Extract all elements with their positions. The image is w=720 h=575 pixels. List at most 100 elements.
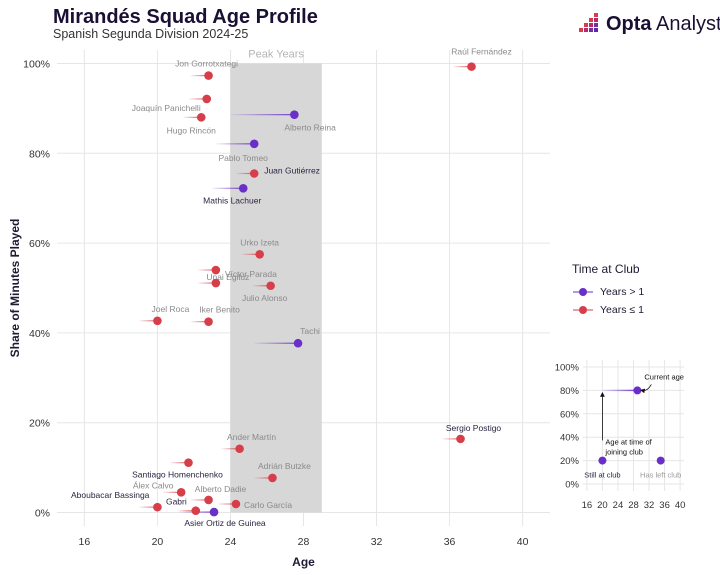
point-label-sergio-postigo: Sergio Postigo xyxy=(446,423,502,433)
tenure-tail-urko-izeta xyxy=(241,253,260,255)
inset-current-age-arrow xyxy=(640,384,652,394)
legend: Time at Club Years > 1 Years ≤ 1 xyxy=(572,262,644,319)
point-iker-benito xyxy=(204,317,213,326)
tenure-tail-alberto-dadie xyxy=(190,499,209,501)
point-label-carlo-garcia: Carlo García xyxy=(244,500,292,510)
point-label-joel-roca: Joel Roca xyxy=(152,304,190,314)
tenure-tail-carlo-garcia xyxy=(217,503,236,505)
y-tick-label: 20% xyxy=(29,418,50,430)
point-unai-egiluz xyxy=(211,265,221,275)
point-hugo-rincon xyxy=(196,113,206,122)
point-aboubacar-bassinga xyxy=(153,502,162,512)
x-tick-label: 32 xyxy=(371,536,383,548)
legend-swatch-over-one xyxy=(573,288,593,296)
tenure-tail-pablo-tomeo xyxy=(215,143,255,145)
point-ander-martin xyxy=(235,444,244,454)
point-raul-fernandez xyxy=(467,62,476,71)
point-joel-roca xyxy=(153,316,162,326)
point-label-unai-egiluz: Unai Egiluz xyxy=(206,272,249,282)
inset-left-label: Has left club xyxy=(640,471,681,480)
point-label-victor-parada: Víctor Parada xyxy=(225,269,277,279)
inset-x-tick-label: 36 xyxy=(659,500,670,511)
inset-y-tick-label: 0% xyxy=(565,479,579,490)
tenure-tail-aboubacar-bassinga xyxy=(139,506,158,508)
point-carlo-garcia xyxy=(231,499,241,509)
inset-example-tail xyxy=(602,389,638,392)
tenure-tail-gabri xyxy=(177,510,196,512)
peak-years-band xyxy=(230,63,322,513)
inset-y-tick-label: 100% xyxy=(555,363,580,374)
point-label-alberto-dadie: Alberto Dadie xyxy=(195,484,247,494)
point-label-tachi: Tachi xyxy=(300,326,320,336)
inset-still-point xyxy=(598,456,607,465)
tenure-tail-tachi xyxy=(254,342,299,344)
tenure-tail-julio-alonso xyxy=(252,285,271,287)
point-label-mathis-lachuer: Mathis Lachuer xyxy=(203,195,261,205)
tenure-tail-adrian-butzke xyxy=(254,477,273,479)
brand-name: Opta Analyst xyxy=(606,13,720,36)
y-tick-label: 60% xyxy=(29,238,50,250)
tenure-tail-iker-benito xyxy=(190,321,209,323)
tenure-tail-victor-parada xyxy=(197,282,216,284)
point-pablo-tomeo xyxy=(249,139,259,149)
brand-name-bold: Opta xyxy=(606,12,652,35)
y-tick-label: 40% xyxy=(29,328,50,340)
x-axis-title: Age xyxy=(292,555,315,569)
inset-y-tick-label: 40% xyxy=(560,433,580,444)
y-tick-label: 0% xyxy=(35,508,50,520)
tenure-tail-mathis-lachuer xyxy=(212,187,244,189)
point-label-iker-benito: Iker Benito xyxy=(199,305,240,315)
x-tick-label: 40 xyxy=(517,536,529,548)
point-label-urko-izeta: Urko Izeta xyxy=(240,237,279,247)
point-tachi xyxy=(293,338,303,348)
inset-left-point xyxy=(656,456,665,465)
point-sergio-postigo xyxy=(456,434,465,444)
tenure-tail-hugo-rincon xyxy=(182,116,202,118)
chart-title: Mirandés Squad Age Profile xyxy=(53,6,318,28)
point-label-adrian-butzke: Adrián Butzke xyxy=(258,461,311,471)
point-alberto-reina xyxy=(290,110,299,119)
brand-name-light: Analyst xyxy=(651,12,720,35)
point-adrian-butzke xyxy=(268,473,277,483)
point-label-raul-fernandez: Raúl Fernández xyxy=(451,47,511,57)
point-jon-gorrotxategi xyxy=(204,71,213,80)
inset-joining-label-line2: joining club xyxy=(604,447,643,456)
point-label-joaquin-panichelli: Joaquín Panichelli xyxy=(132,103,201,113)
tenure-tail-joel-roca xyxy=(139,320,158,322)
inset-still-label: Still at club xyxy=(584,471,620,480)
point-mathis-lachuer xyxy=(238,184,248,193)
inset-current-age-label: Current age xyxy=(644,372,684,381)
point-label-pablo-tomeo: Pablo Tomeo xyxy=(218,153,268,163)
tenure-tail-juan-gutierrez xyxy=(235,172,255,175)
point-label-santiago-homenchenko: Santiago Homenchenko xyxy=(132,470,223,480)
point-alberto-dadie xyxy=(204,495,213,505)
point-santiago-homenchenko xyxy=(184,458,193,467)
y-axis-title: Share of Minutes Played xyxy=(8,219,22,358)
tenure-tail-sergio-postigo xyxy=(442,438,461,440)
chart-subtitle: Spanish Segunda Division 2024-25 xyxy=(53,27,249,41)
x-tick-label: 20 xyxy=(152,536,164,548)
point-alex-calvo xyxy=(176,488,186,497)
point-label-jon-gorrotxategi: Jon Gorrotxategi xyxy=(175,59,238,69)
x-tick-label: 16 xyxy=(79,536,91,548)
y-tick-label: 100% xyxy=(23,58,50,70)
legend-label-under-one: Years ≤ 1 xyxy=(600,304,644,316)
inset-joining-label-line1: Age at time of xyxy=(605,437,652,446)
point-label-aboubacar-bassinga: Aboubacar Bassinga xyxy=(71,490,150,500)
tenure-tail-jon-gorrotxategi xyxy=(190,74,209,77)
legend-item-over-one: Years > 1 xyxy=(572,283,644,301)
legend-item-under-one: Years ≤ 1 xyxy=(572,301,644,319)
inset-x-tick-label: 24 xyxy=(613,500,624,511)
point-label-gabri: Gabri xyxy=(166,497,187,507)
inset-x-tick-label: 16 xyxy=(582,500,593,511)
point-label-alex-calvo: Álex Calvo xyxy=(133,480,174,490)
inset-example-point xyxy=(633,386,642,395)
point-label-julio-alonso: Julio Alonso xyxy=(242,293,288,303)
point-juan-gutierrez xyxy=(249,169,259,178)
point-gabri xyxy=(191,506,201,516)
x-tick-label: 36 xyxy=(444,536,456,548)
tenure-tail-santiago-homenchenko xyxy=(170,462,189,464)
inset-explainer-chart: 16 20 24 28 32 36 40 0% 20% 40% 60% 80% 100% Current … xyxy=(555,360,685,511)
tenure-tail-joaquin-panichelli xyxy=(188,98,207,100)
y-tick-label: 80% xyxy=(29,148,50,160)
